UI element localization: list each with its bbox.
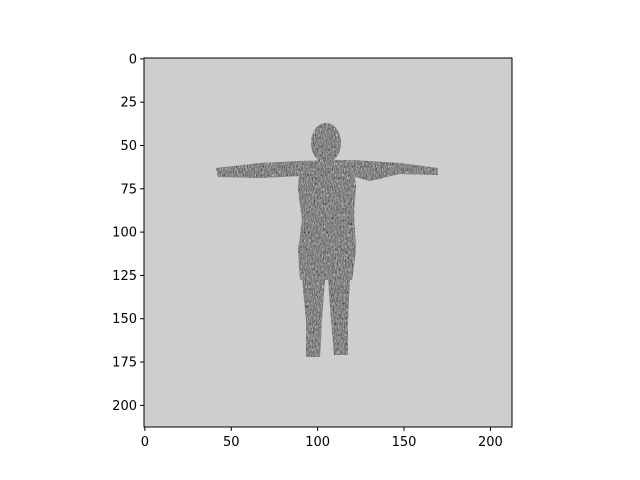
y-axis: 0 25 50 75 100 125 150 175 200 bbox=[112, 52, 144, 414]
y-tick-label: 25 bbox=[120, 96, 137, 111]
x-tick-label: 0 bbox=[141, 435, 149, 450]
y-tick-label: 50 bbox=[120, 139, 137, 154]
x-tick-label: 150 bbox=[392, 435, 417, 450]
y-tick-label: 125 bbox=[112, 269, 137, 284]
y-tick-label: 175 bbox=[112, 356, 137, 371]
y-tick-label: 0 bbox=[129, 52, 137, 67]
y-tick-label: 150 bbox=[112, 312, 137, 327]
y-tick-label: 75 bbox=[120, 182, 137, 197]
y-tick-label: 100 bbox=[112, 226, 137, 241]
human-silhouette bbox=[216, 123, 438, 357]
x-tick-label: 200 bbox=[478, 435, 503, 450]
y-tick-label: 200 bbox=[112, 399, 137, 414]
x-axis: 0 50 100 150 200 bbox=[141, 427, 503, 450]
x-tick-label: 50 bbox=[223, 435, 240, 450]
axes-frame bbox=[143, 57, 513, 428]
x-tick-label: 100 bbox=[305, 435, 330, 450]
